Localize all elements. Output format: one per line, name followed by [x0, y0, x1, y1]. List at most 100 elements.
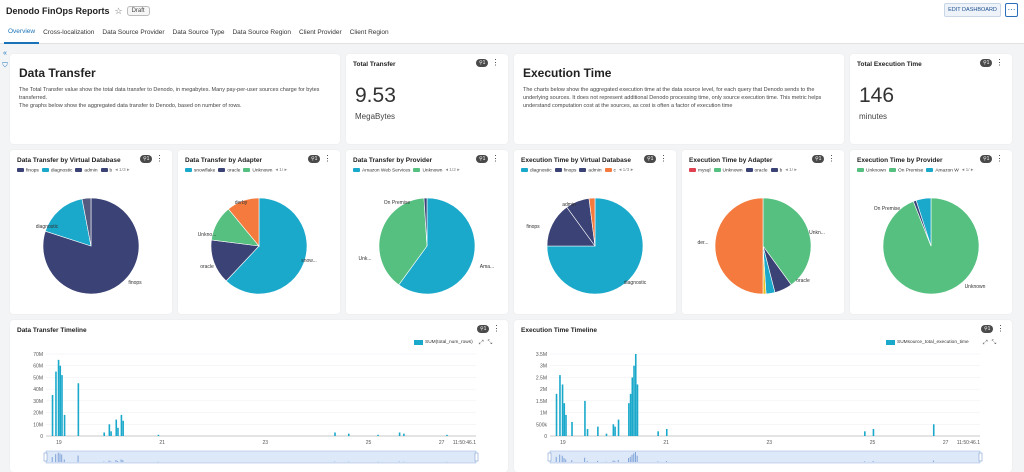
edit-dashboard-button[interactable]: EDIT DASHBOARD	[944, 3, 1001, 17]
kebab-menu-icon[interactable]: ⋮	[491, 58, 500, 67]
expand-icon[interactable]: «	[3, 50, 7, 57]
legend-pager[interactable]: ◂ 1/ ▸	[785, 168, 797, 173]
timeline-bar[interactable]	[597, 426, 599, 436]
timeline-bar[interactable]	[872, 428, 875, 436]
legend-item[interactable]: Amazon W	[926, 168, 959, 173]
next-icon[interactable]: ▸	[284, 168, 287, 174]
range-handle-right[interactable]	[474, 452, 479, 462]
legend-item[interactable]: On Premise	[889, 168, 923, 173]
kebab-menu-icon[interactable]: ⋮	[491, 154, 500, 163]
legend-item[interactable]: oracle	[218, 168, 240, 173]
timeline-bar[interactable]	[57, 359, 60, 436]
timeline-bar[interactable]	[634, 354, 637, 436]
filter-count-badge[interactable]: ⚲1	[476, 155, 489, 163]
legend-item[interactable]: b	[100, 168, 112, 173]
tab-data-source-type[interactable]: Data Source Type	[172, 29, 225, 36]
timeline-bar[interactable]	[122, 420, 124, 436]
timeline-bar[interactable]	[398, 432, 401, 436]
tab-data-source-provider[interactable]: Data Source Provider	[102, 29, 165, 36]
legend-item[interactable]: Unknown	[857, 168, 886, 173]
prev-icon[interactable]: ◂	[618, 168, 622, 174]
legend-item[interactable]: oracle	[745, 168, 768, 173]
legend-item[interactable]: finops	[554, 168, 576, 173]
pie-slice[interactable]	[227, 197, 260, 247]
timeline-bar[interactable]	[565, 414, 567, 436]
timeline-bar[interactable]	[614, 426, 616, 436]
legend-item[interactable]: Unknown	[243, 168, 272, 173]
timeline-bar[interactable]	[110, 431, 112, 436]
legend-item[interactable]: c	[604, 168, 616, 173]
filter-count-badge[interactable]: ⚲1	[980, 59, 993, 67]
range-handle-right[interactable]	[978, 452, 983, 462]
prev-icon[interactable]: ◂	[275, 168, 278, 174]
tab-overview[interactable]: Overview	[4, 22, 40, 44]
filter-icon[interactable]: ⛉	[2, 62, 8, 69]
timeline-bar[interactable]	[584, 400, 586, 436]
kebab-menu-icon[interactable]: ⋮	[323, 154, 332, 163]
legend-pager[interactable]: ◂ 1/2 ▸	[445, 168, 459, 173]
timeline-bar[interactable]	[571, 421, 573, 436]
legend-item[interactable]: admin	[75, 168, 98, 173]
timeline-bar[interactable]	[657, 431, 659, 436]
legend-item[interactable]: b	[770, 168, 782, 173]
kebab-menu-icon[interactable]: ⋮	[995, 154, 1004, 163]
pie-slice[interactable]	[378, 197, 428, 286]
timeline-bar[interactable]	[617, 419, 620, 436]
timeline-bar[interactable]	[561, 384, 564, 436]
timeline-bar[interactable]	[61, 375, 63, 436]
tab-data-source-region[interactable]: Data Source Region	[232, 29, 291, 36]
kebab-menu-icon[interactable]: ⋮	[996, 324, 1005, 333]
filter-count-badge[interactable]: ⚲1	[140, 155, 153, 163]
pie-slice[interactable]	[81, 197, 92, 247]
timeline-bar[interactable]	[559, 375, 561, 436]
range-handle-left[interactable]	[547, 452, 552, 462]
pie-slice[interactable]	[225, 197, 308, 295]
star-icon[interactable]: ☆	[114, 5, 123, 16]
timeline-bar[interactable]	[103, 432, 105, 436]
legend-pager[interactable]: ◂ 1/ ▸	[275, 168, 287, 173]
legend-item[interactable]: Unknown	[413, 168, 442, 173]
timeline-bar[interactable]	[403, 433, 405, 436]
legend-pager[interactable]: ◂ 1/ ▸	[962, 168, 974, 173]
filter-count-badge[interactable]: ⚲1	[477, 325, 490, 333]
pie-slice[interactable]	[423, 197, 428, 247]
timeline-bar[interactable]	[55, 371, 57, 436]
timeline-bar[interactable]	[63, 414, 66, 436]
pie-slice[interactable]	[714, 197, 764, 295]
prev-icon[interactable]: ◂	[785, 168, 788, 174]
tab-cross-localization[interactable]: Cross-localization	[43, 29, 95, 36]
pie-slice[interactable]	[915, 197, 932, 247]
filter-count-badge[interactable]: ⚲1	[308, 155, 321, 163]
kebab-menu-icon[interactable]: ⋮	[492, 324, 501, 333]
timeline-bar[interactable]	[586, 428, 589, 436]
kebab-menu-icon[interactable]: ⋮	[155, 154, 164, 163]
timeline-bar[interactable]	[59, 365, 62, 436]
timeline-bar[interactable]	[605, 433, 608, 436]
timeline-bar[interactable]	[77, 383, 80, 436]
filter-count-badge[interactable]: ⚲1	[476, 59, 489, 67]
next-icon[interactable]: ▸	[970, 168, 974, 174]
legend-item[interactable]: Unknown	[713, 168, 743, 173]
legend-item[interactable]: admin	[579, 168, 602, 173]
range-handle-left[interactable]	[43, 452, 48, 462]
kebab-menu-icon[interactable]: ⋮	[995, 58, 1004, 67]
zoom-tools-icon[interactable]: ⤢ ⤡	[983, 340, 998, 346]
legend-item[interactable]: finops	[17, 168, 39, 173]
zoom-tools-icon[interactable]: ⤢ ⤡	[479, 340, 494, 346]
timeline-bar[interactable]	[636, 384, 639, 436]
next-icon[interactable]: ▸	[794, 168, 797, 174]
timeline-bar[interactable]	[115, 419, 118, 436]
timeline-bar[interactable]	[633, 365, 635, 436]
next-icon[interactable]: ▸	[126, 168, 130, 174]
timeline-bar[interactable]	[563, 403, 566, 436]
timeline-bar[interactable]	[117, 427, 119, 436]
timeline-bar[interactable]	[665, 428, 668, 436]
timeline-bar[interactable]	[120, 414, 123, 436]
prev-icon[interactable]: ◂	[115, 168, 118, 174]
legend-item[interactable]: mysql	[689, 168, 711, 173]
timeline-bar[interactable]	[157, 434, 160, 436]
pie-slice[interactable]	[44, 198, 92, 247]
filter-count-badge[interactable]: ⚲1	[981, 325, 994, 333]
timeline-bar[interactable]	[108, 424, 111, 436]
kebab-menu-icon[interactable]: ⋮	[827, 154, 836, 163]
